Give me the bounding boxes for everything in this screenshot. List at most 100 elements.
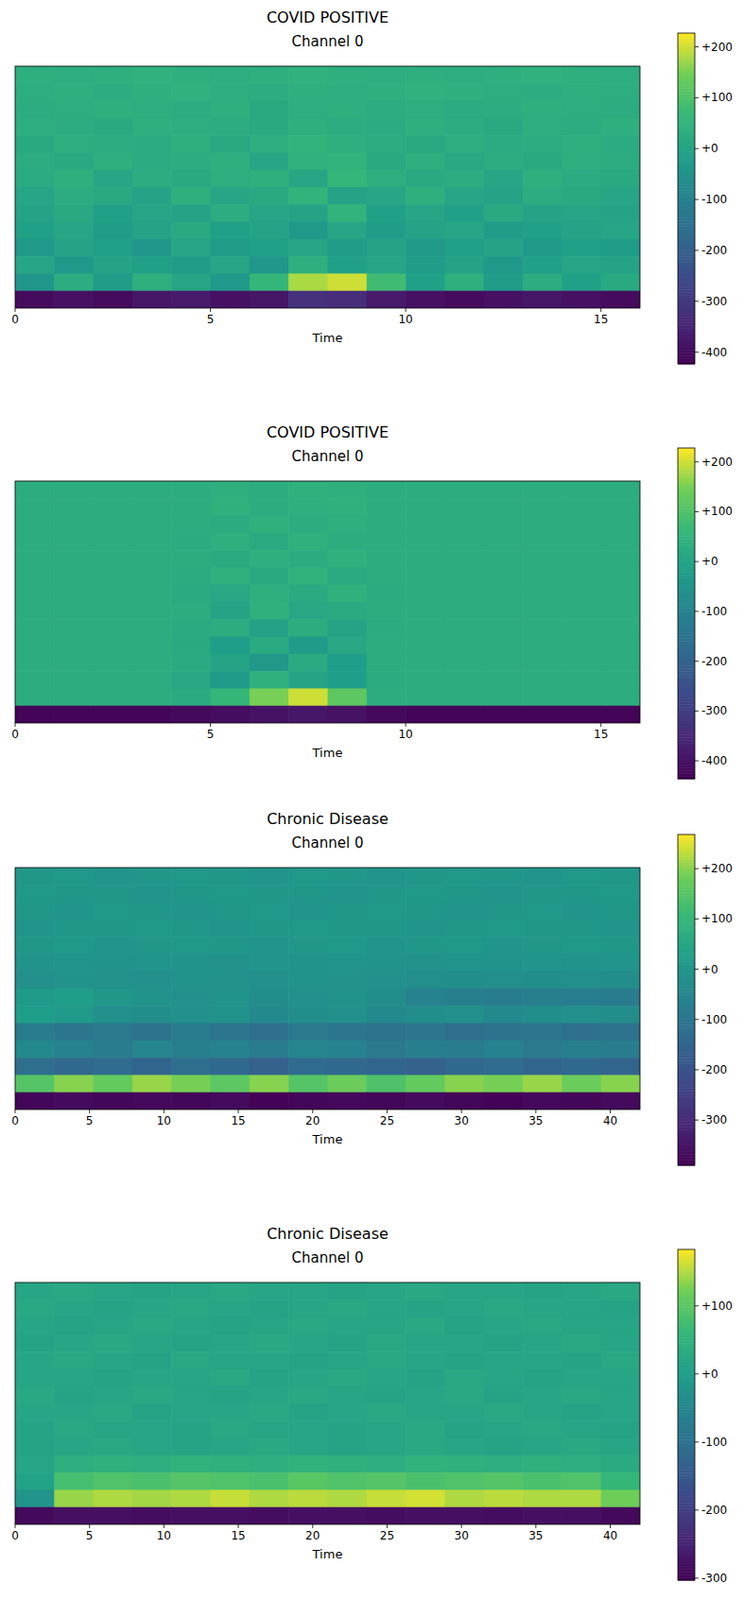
colorbar-step — [677, 358, 695, 362]
cell — [210, 867, 251, 886]
colorbar-step — [677, 1069, 695, 1073]
colorbar-step — [677, 649, 695, 653]
cell — [249, 291, 290, 309]
cell — [210, 1092, 251, 1110]
cell — [93, 671, 134, 690]
cell — [210, 152, 251, 171]
cell — [522, 1005, 563, 1024]
colorbar-step — [677, 986, 695, 989]
colorbar-step — [677, 217, 695, 221]
colorbar-step — [677, 721, 695, 725]
cell — [522, 1092, 563, 1110]
cell — [171, 953, 211, 972]
x-tick-label: 35 — [528, 1529, 543, 1543]
colorbar-step — [677, 915, 695, 918]
cell — [210, 1403, 251, 1422]
colorbar-step — [677, 591, 695, 595]
colorbar-step — [677, 952, 695, 956]
cell — [405, 688, 446, 707]
cell — [210, 654, 251, 673]
cell — [366, 550, 407, 569]
cell — [288, 1057, 329, 1076]
colorbar-step — [677, 212, 695, 216]
colorbar-step — [677, 856, 695, 860]
colorbar-step — [677, 1315, 695, 1319]
cell — [328, 135, 368, 154]
colorbar-step — [677, 283, 695, 287]
colorbar-step — [677, 336, 695, 340]
colorbar-step — [677, 1472, 695, 1476]
colorbar-step — [677, 853, 695, 857]
cell — [288, 256, 329, 275]
cell — [484, 1317, 524, 1336]
cell — [522, 118, 563, 137]
colorbar-step — [677, 453, 695, 457]
x-tick-label: 15 — [593, 312, 608, 327]
cell — [132, 83, 173, 102]
colorbar-step — [677, 159, 695, 163]
colorbar-step — [677, 1448, 695, 1452]
cell — [484, 1507, 524, 1525]
cell — [288, 654, 329, 673]
colorbar-step — [677, 958, 695, 962]
colorbar-step — [677, 1354, 695, 1358]
cell — [484, 239, 524, 258]
colorbar-step — [677, 1146, 695, 1150]
cell — [328, 902, 368, 921]
colorbar-step — [677, 1500, 695, 1504]
colorbar-step — [677, 1041, 695, 1045]
cell — [249, 867, 290, 886]
cell — [522, 481, 563, 500]
cell — [601, 1317, 641, 1336]
cell — [366, 1507, 407, 1525]
x-tick — [238, 1109, 240, 1114]
colorbar-step — [677, 660, 695, 664]
colorbar-step — [677, 870, 695, 874]
cell — [522, 135, 563, 154]
cell — [171, 273, 211, 292]
cell — [522, 1317, 563, 1336]
cell — [132, 1282, 173, 1301]
cell — [210, 671, 251, 690]
cell — [210, 619, 251, 638]
cell — [93, 867, 134, 886]
cell — [366, 273, 407, 292]
cell — [405, 101, 446, 120]
cell — [53, 867, 94, 886]
colorbar-step — [677, 1282, 695, 1286]
colorbar-step — [677, 171, 695, 174]
cells — [15, 481, 641, 724]
colorbar-step — [677, 948, 695, 952]
cell — [561, 654, 602, 673]
cell — [171, 1299, 211, 1318]
cell — [210, 919, 251, 938]
colorbar-step — [677, 1252, 695, 1256]
cell — [53, 706, 94, 724]
colorbar-step — [677, 1138, 695, 1142]
colorbar-step — [677, 1357, 695, 1361]
colorbar-step — [677, 843, 695, 847]
cell — [328, 1438, 368, 1457]
cell — [444, 291, 485, 309]
subtitle: Channel 0 — [292, 1249, 364, 1267]
cell — [328, 1299, 368, 1318]
cell — [249, 988, 290, 1007]
colorbar-step — [677, 286, 695, 290]
colorbar-step — [677, 182, 695, 186]
cell — [444, 1334, 485, 1353]
colorbar-step — [677, 635, 695, 639]
colorbar-step — [677, 149, 695, 153]
cell — [366, 498, 407, 517]
cell — [249, 222, 290, 241]
colorbar-step — [677, 616, 695, 620]
colorbar-step — [677, 1261, 695, 1264]
cell — [132, 1489, 173, 1508]
colorbar-tick-label: -100 — [701, 192, 727, 207]
x-tick — [88, 1524, 90, 1529]
cell — [132, 706, 173, 724]
cell — [561, 1403, 602, 1422]
cell — [210, 101, 251, 120]
colorbar-step — [677, 1366, 695, 1369]
cell — [561, 256, 602, 275]
cell — [601, 256, 641, 275]
